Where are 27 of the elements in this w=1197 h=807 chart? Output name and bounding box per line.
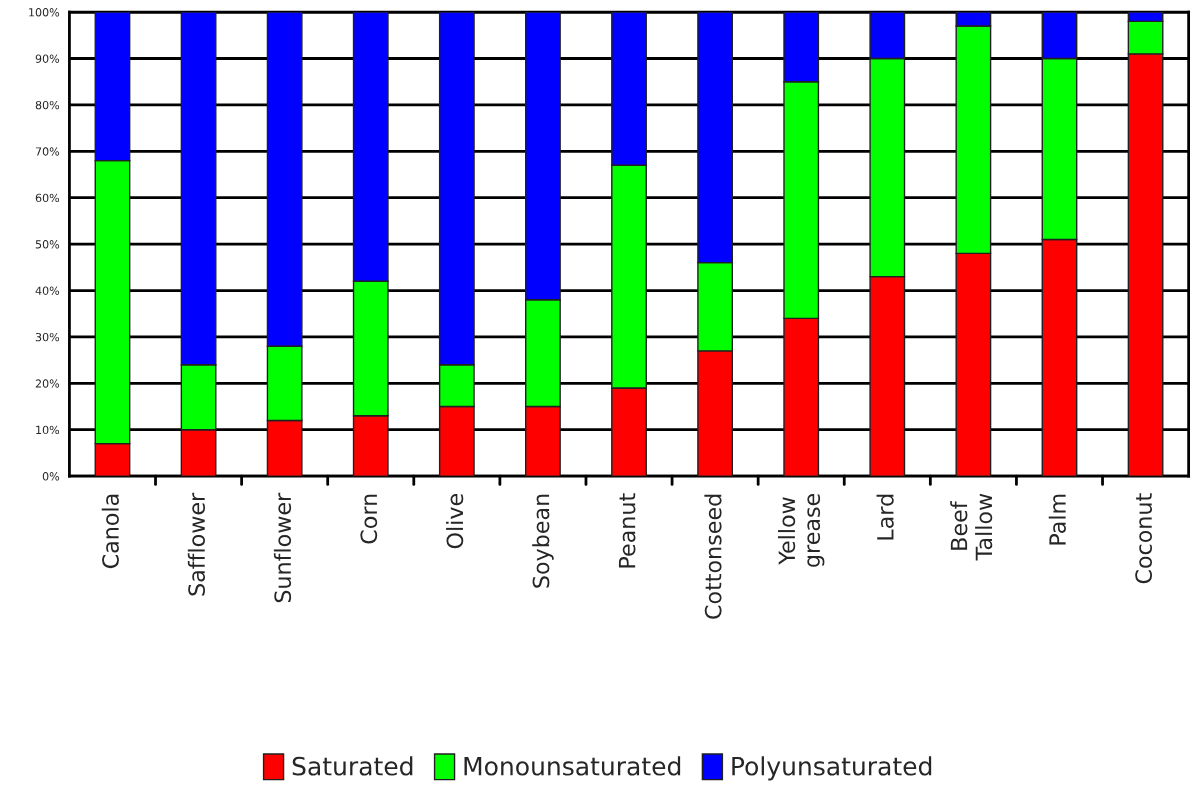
x-tick-label: Peanut [618, 493, 636, 568]
x-tick-label: Palm [1048, 494, 1066, 545]
y-tick-label: 100% [29, 8, 60, 17]
x-tick-label: Sunflower [273, 492, 292, 603]
y-tick-label: 10% [36, 425, 60, 435]
y-tick-label: 40% [35, 286, 60, 295]
y-tick-label: 70% [35, 147, 60, 156]
x-tick-label: Beef Tallow [950, 493, 993, 561]
x-tick-label: Yellow grease [778, 493, 825, 567]
legend-label: Saturated [292, 756, 413, 776]
y-tick-label: 80% [35, 100, 60, 110]
x-tick-label: Lard [876, 494, 894, 540]
x-tick-label: Coconut [1135, 493, 1153, 584]
y-tick-label: 30% [35, 332, 60, 342]
y-tick-label: 60% [35, 193, 60, 203]
x-tick-label: Olive [446, 493, 464, 549]
x-tick-label: Soybean [532, 494, 554, 588]
y-tick-label: 0% [42, 472, 60, 481]
x-tick-label: Safflower [187, 492, 206, 596]
x-tick-label: Corn [360, 494, 378, 544]
y-tick-label: 20% [35, 379, 60, 388]
y-tick-label: 90% [35, 54, 60, 63]
x-tick-label: Canola [101, 494, 119, 569]
x-tick-label: Cottonseed [704, 494, 722, 619]
legend-label: Polyunsaturated [732, 756, 932, 781]
legend-label: Monounsaturated [464, 756, 681, 776]
y-tick-label: 50% [35, 240, 60, 249]
